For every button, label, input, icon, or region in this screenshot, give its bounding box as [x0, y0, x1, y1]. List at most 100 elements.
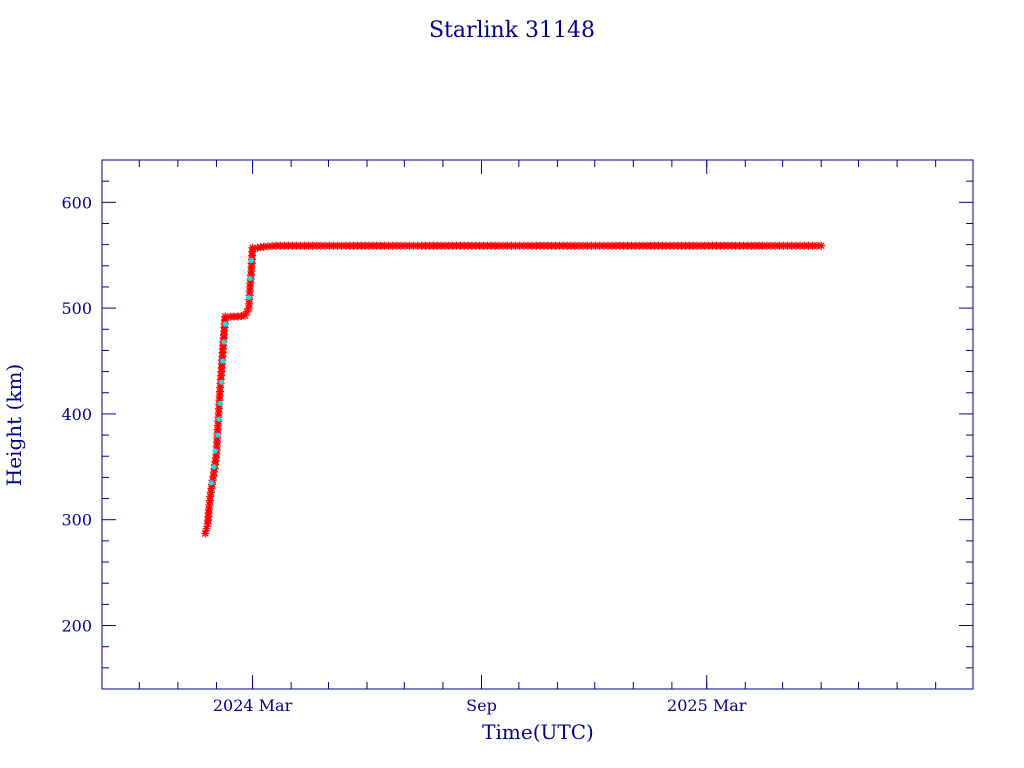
series-main-point	[263, 242, 272, 251]
series-main-point	[812, 241, 821, 250]
series-main-point	[519, 241, 528, 250]
series-main-point	[205, 505, 214, 514]
series-main-point	[771, 241, 780, 250]
series-main-point	[494, 241, 503, 250]
series-raise-point	[247, 275, 253, 282]
series-main-point	[213, 425, 222, 434]
series-main-point	[308, 241, 317, 250]
series-raise-point	[212, 448, 218, 454]
series-main-point	[214, 408, 223, 417]
series-main-point	[337, 241, 346, 250]
x-axis-label: Time(UTC)	[482, 720, 594, 744]
series-main-point	[405, 241, 414, 250]
series-main-point	[604, 241, 613, 250]
series-main-point	[201, 529, 210, 538]
series-raise-point	[246, 294, 252, 301]
series-main-point	[523, 241, 532, 250]
series-main-point	[242, 307, 251, 316]
series-raise-point	[217, 400, 223, 406]
y-axis-label: Height (km)	[2, 364, 26, 486]
series-main-point	[783, 241, 792, 250]
series-main-point	[384, 241, 393, 250]
series-main	[201, 241, 826, 538]
series-main-point	[329, 241, 338, 250]
series-main-point	[207, 484, 216, 493]
series-main-point	[215, 396, 224, 405]
series-raise-point	[216, 416, 222, 422]
series-main-point	[206, 492, 215, 501]
series-main-point	[288, 241, 297, 250]
plot-frame	[101, 159, 974, 690]
series-main-point	[583, 241, 592, 250]
series-main-point	[413, 241, 422, 250]
series-main-point	[300, 241, 309, 250]
series-main-point	[397, 241, 406, 250]
x-tick-label: Sep	[466, 696, 497, 715]
series-raise-point	[218, 379, 225, 385]
series-main-point	[304, 241, 313, 250]
series-main-point	[779, 241, 788, 250]
series-main-point	[245, 287, 254, 296]
series-main-point	[312, 241, 321, 250]
axis-ticks: 2024 Mar Sep 2025 Mar 200 300 400 500 600	[61, 159, 973, 715]
series-main-point	[595, 241, 604, 250]
series-raise-point	[215, 432, 221, 438]
series-main-point	[333, 241, 342, 250]
series-main-point	[511, 241, 520, 250]
series-main-point	[321, 241, 330, 250]
series-main-point	[599, 241, 608, 250]
series-main-point	[292, 241, 301, 250]
series-main-point	[296, 241, 305, 250]
series-main-point	[213, 437, 222, 446]
series-main-point	[574, 241, 583, 250]
series-main-line	[204, 244, 822, 534]
y-tick-label: 200	[61, 617, 92, 636]
x-tick-label: 2025 Mar	[667, 696, 747, 715]
series-main-point	[401, 241, 410, 250]
series-raise-point	[211, 464, 217, 470]
series-main-point	[209, 472, 218, 481]
series-main-point	[206, 488, 215, 497]
series-raise-point	[208, 480, 215, 486]
series-main-point	[248, 243, 257, 252]
y-tick-label: 600	[61, 193, 92, 212]
series-raise-point	[220, 358, 226, 364]
series-main-point	[205, 500, 214, 509]
series-main-point	[212, 450, 221, 459]
series-main-point	[244, 304, 253, 313]
series-main-point	[800, 241, 809, 250]
series-main-point	[767, 241, 776, 250]
series-main-point	[570, 241, 579, 250]
series-main-point	[280, 241, 289, 250]
series-main-point	[392, 241, 401, 250]
series-main-point	[268, 242, 277, 251]
series-main-point	[284, 241, 293, 250]
series-main-point	[215, 391, 224, 400]
series-main-point	[528, 241, 537, 250]
series-raise-point	[248, 257, 254, 264]
series-main-point	[515, 241, 524, 250]
series-main-point	[503, 241, 512, 250]
series-main-point	[276, 241, 285, 250]
series-main-point	[214, 404, 223, 413]
series-main-point	[817, 241, 826, 250]
chart-title: Starlink 31148	[429, 18, 595, 43]
y-tick-label: 500	[61, 299, 92, 318]
series-main-point	[804, 241, 813, 250]
series-main-point	[241, 311, 250, 320]
series-main-point	[791, 241, 800, 250]
series-main-point	[205, 496, 214, 505]
series-main-point	[202, 524, 211, 533]
series-main-point	[213, 421, 222, 430]
series-main-point	[221, 312, 230, 321]
series-main-point	[808, 241, 817, 250]
series-raise-point	[222, 321, 228, 327]
series-main-point	[762, 241, 771, 250]
series-main-point	[215, 387, 224, 396]
series-main-point	[380, 241, 389, 250]
series-main-point	[758, 241, 767, 250]
series-main-point	[316, 241, 325, 250]
y-tick-label: 400	[61, 405, 92, 424]
series-main-point	[787, 241, 796, 250]
